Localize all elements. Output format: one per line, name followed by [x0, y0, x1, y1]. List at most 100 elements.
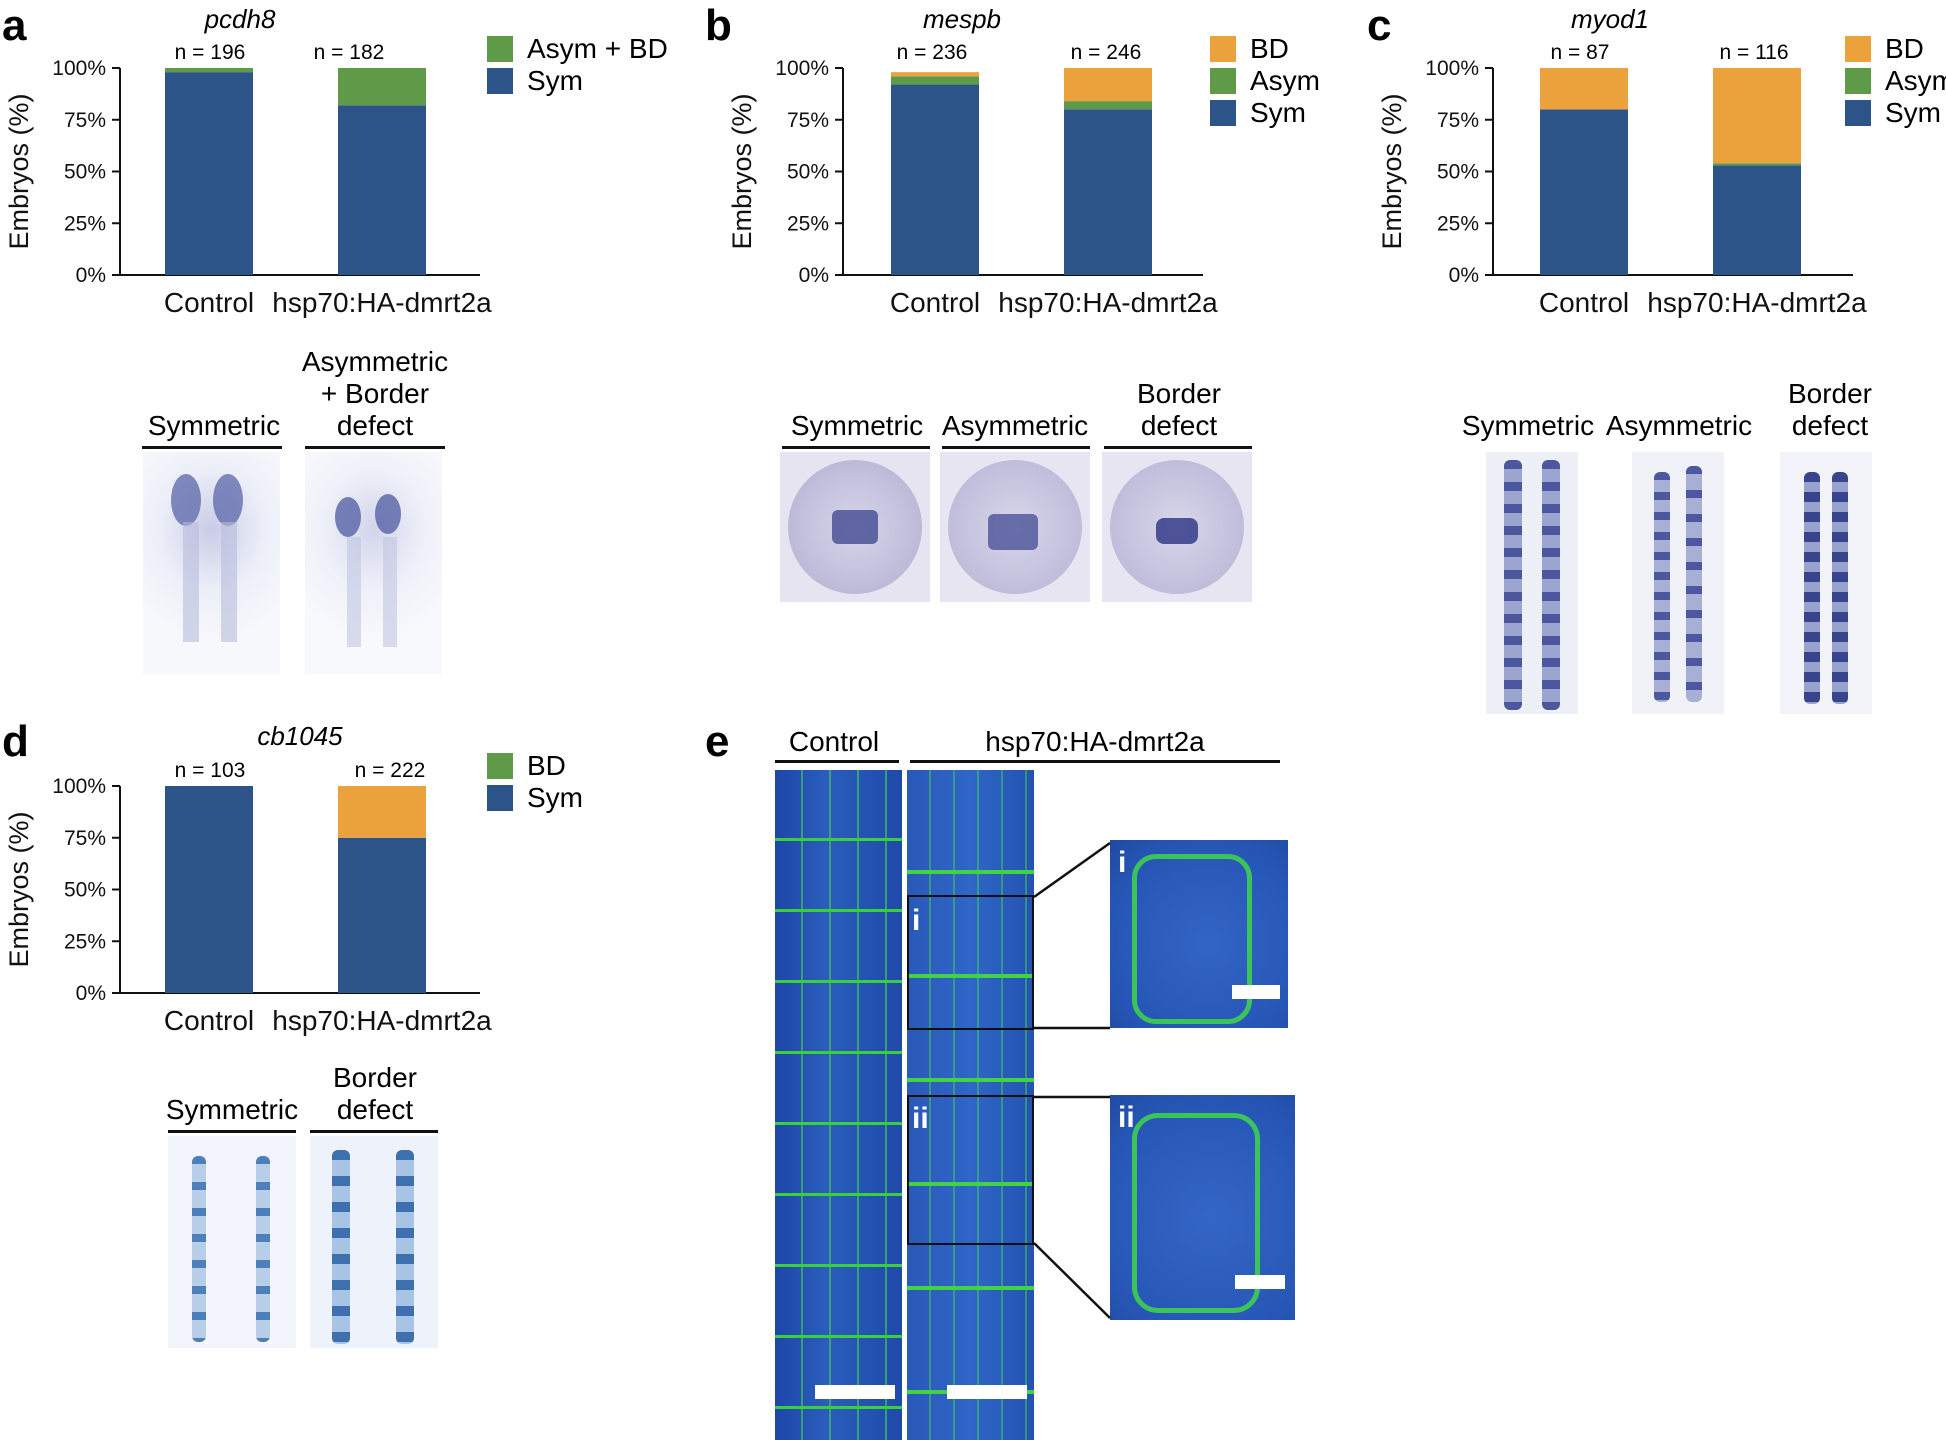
inset-label-ii: ii	[1118, 1101, 1135, 1134]
img-underline	[782, 446, 930, 449]
img-label-b-asym: Asymmetric	[941, 410, 1089, 441]
gene-title-a: pcdh8	[204, 4, 276, 34]
bar-segment-bd	[1064, 68, 1152, 102]
y-tick-label: 75%	[1437, 109, 1479, 132]
legend-label: Sym	[527, 782, 583, 813]
scale-bar	[815, 1385, 895, 1399]
bar-segment-asym-bd	[165, 68, 253, 73]
y-axis-title: Embryos (%)	[727, 93, 757, 249]
panel-letter-d: d	[2, 717, 29, 766]
legend-item-d-sym: Sym	[487, 784, 583, 812]
gene-title-b: mespb	[922, 4, 1002, 34]
category-label: Control	[890, 287, 980, 318]
y-tick-label: 0%	[1449, 264, 1479, 287]
y-tick-label: 75%	[787, 109, 829, 132]
legend-item-c-sym: Sym	[1845, 99, 1941, 127]
img-label-b-bd: Border defect	[1136, 378, 1222, 442]
legend-swatch	[1210, 68, 1236, 94]
bar-segment-sym	[165, 72, 253, 275]
y-tick-label: 50%	[787, 161, 829, 184]
category-label: hsp70:HA-dmrt2a	[1647, 287, 1867, 318]
img-label-c-asym: Asymmetric	[1605, 410, 1753, 441]
legend-swatch	[487, 785, 513, 811]
category-label: Control	[164, 1005, 254, 1036]
n-label-c-treated: n = 116	[1719, 41, 1789, 64]
bar-segment-bd	[1540, 68, 1628, 110]
n-label-d-control: n = 103	[174, 759, 246, 782]
bar-segment-sym	[1713, 165, 1801, 275]
embryo-image-c-bd	[1780, 452, 1872, 714]
y-axis-title: Embryos (%)	[4, 93, 34, 249]
legend-item-b-asym: Asym	[1210, 67, 1320, 95]
panel-letter-e: e	[705, 717, 730, 766]
legend-label: Sym	[1885, 97, 1941, 128]
zoom-box-ii	[907, 1095, 1034, 1245]
legend-label: BD	[527, 750, 566, 781]
bar-segment-asym-bd	[338, 68, 426, 106]
img-underline	[775, 760, 899, 763]
legend-swatch	[1845, 36, 1871, 62]
img-label-b-sym: Symmetric	[790, 410, 924, 441]
legend-swatch	[487, 753, 513, 779]
scale-bar	[1235, 1275, 1285, 1289]
embryo-image-d-bd	[310, 1136, 438, 1348]
img-label-a-sym: Symmetric	[147, 410, 281, 441]
y-tick-label: 0%	[76, 264, 106, 287]
legend-swatch	[1845, 68, 1871, 94]
y-tick-label: 100%	[775, 57, 829, 80]
img-underline	[942, 446, 1090, 449]
legend-swatch	[1210, 100, 1236, 126]
n-label-d-treated: n = 222	[354, 759, 426, 782]
img-label-e-control: Control	[788, 726, 880, 757]
img-underline	[142, 446, 282, 449]
legend-label: BD	[1250, 33, 1289, 64]
img-label-c-bd: Border defect	[1787, 378, 1873, 442]
bar-segment-bd	[891, 72, 979, 77]
y-tick-label: 25%	[64, 212, 106, 235]
legend-item-a-asym-bd: Asym + BD	[487, 35, 668, 63]
img-underline	[310, 1130, 438, 1133]
legend-item-d-bd: BD	[487, 752, 566, 780]
n-label-b-treated: n = 246	[1070, 41, 1142, 64]
img-underline	[1104, 446, 1252, 449]
bar-segment-asym	[1713, 163, 1801, 166]
embryo-image-c-asym	[1632, 452, 1724, 714]
confocal-inset-ii: ii	[1110, 1095, 1295, 1320]
panel-letter-a: a	[2, 1, 27, 50]
img-label-d-sym: Symmetric	[165, 1094, 299, 1125]
zoom-box-i	[907, 895, 1034, 1030]
y-tick-label: 100%	[52, 775, 106, 798]
y-tick-label: 50%	[64, 879, 106, 902]
y-tick-label: 0%	[76, 982, 106, 1005]
legend-item-a-sym: Sym	[487, 67, 583, 95]
bar-segment-sym	[338, 837, 426, 993]
legend-label: Asym	[1885, 65, 1946, 96]
n-label-c-control: n = 87	[1550, 41, 1610, 64]
img-underline	[305, 446, 445, 449]
legend-swatch	[1845, 100, 1871, 126]
confocal-image-e-control	[775, 770, 902, 1440]
img-label-e-treated: hsp70:HA-dmrt2a	[985, 726, 1205, 757]
y-tick-label: 25%	[787, 212, 829, 235]
category-label: hsp70:HA-dmrt2a	[998, 287, 1218, 318]
n-label-b-control: n = 236	[896, 41, 968, 64]
embryo-image-b-bd	[1102, 452, 1252, 602]
y-axis-title: Embryos (%)	[1377, 93, 1407, 249]
legend-label: Asym	[1250, 65, 1320, 96]
gene-title-c: myod1	[1570, 4, 1650, 34]
gene-title-d: cb1045	[257, 721, 343, 751]
y-tick-label: 75%	[64, 109, 106, 132]
connector-line	[1033, 841, 1111, 899]
panel-letter-c: c	[1367, 1, 1392, 50]
legend-item-b-sym: Sym	[1210, 99, 1306, 127]
bar-segment-bd	[338, 786, 426, 838]
inset-label-i: i	[1118, 846, 1127, 879]
scale-bar	[947, 1385, 1027, 1399]
legend-item-c-asym: Asym	[1845, 67, 1946, 95]
bar-segment-sym	[891, 84, 979, 275]
y-tick-label: 25%	[1437, 212, 1479, 235]
embryo-image-a-sym	[143, 452, 280, 674]
bar-segment-sym	[1064, 109, 1152, 276]
y-tick-label: 75%	[64, 827, 106, 850]
inset-label-ii-small: ii	[912, 1102, 929, 1135]
